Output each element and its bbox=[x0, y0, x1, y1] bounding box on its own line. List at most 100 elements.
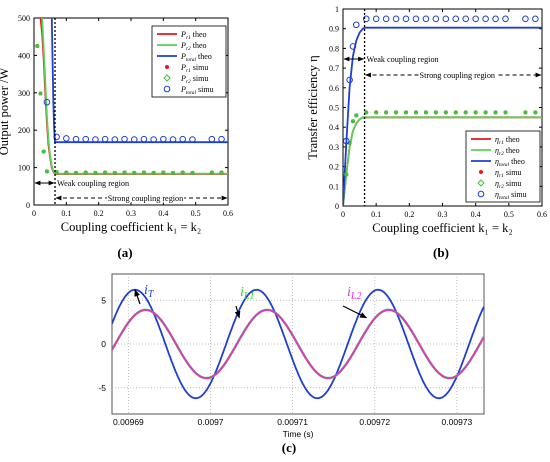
marker-circle bbox=[382, 15, 390, 23]
x-tick-label: 0.5 bbox=[191, 209, 201, 218]
marker-dot bbox=[374, 110, 379, 115]
legend-box bbox=[465, 130, 541, 203]
marker-dot bbox=[394, 110, 399, 115]
marker-dot bbox=[112, 170, 117, 175]
marker-circle bbox=[402, 15, 410, 23]
marker-circle bbox=[160, 135, 167, 143]
marker-dot bbox=[171, 170, 176, 175]
legend-entry-label: Ptotal simu bbox=[180, 85, 214, 96]
series-line bbox=[343, 26, 542, 206]
marker-circle bbox=[92, 136, 99, 143]
x-axis-label: Coupling coefficient k₁ = k₂ bbox=[372, 221, 513, 235]
panel-c-scope: 0.00969 0.0097 0.00971 0.00972 0.00973 -5 0 5 Ti… bbox=[98, 273, 485, 439]
y-tick-label: 5 bbox=[101, 295, 106, 305]
panel-a: 0 0.1 0.2 0.3 0.4 0.5 0.6 0 100 200 300 400 500 Coupl… bbox=[0, 14, 233, 234]
y-tick-label: 0.5 bbox=[329, 104, 339, 113]
current-label: iL2 bbox=[347, 285, 361, 302]
marker-dot bbox=[443, 110, 448, 115]
y-axis-label: Output power /W bbox=[0, 68, 11, 156]
y-tick-label: 0 bbox=[26, 201, 30, 210]
x-tick-label: 0.1 bbox=[371, 210, 381, 219]
marker-circle bbox=[111, 136, 119, 143]
marker-dot bbox=[433, 110, 438, 115]
y-tick-label: 300 bbox=[18, 89, 30, 98]
y-tick-label: 0.2 bbox=[329, 163, 339, 172]
y-tick-label: 0.4 bbox=[329, 123, 339, 132]
legend-circle-swatch bbox=[163, 85, 171, 93]
y-tick-label: 500 bbox=[18, 14, 30, 23]
marker-circle bbox=[130, 136, 138, 143]
y-tick-label: 0.1 bbox=[329, 182, 339, 191]
marker-circle bbox=[72, 135, 80, 143]
legend-entry-label: Ptotal theo bbox=[180, 52, 212, 63]
current-label: iL1 bbox=[240, 285, 254, 302]
marker-circle bbox=[346, 76, 353, 84]
marker-dot bbox=[35, 44, 40, 49]
marker-circle bbox=[121, 135, 128, 143]
legend-entry-label: Pr2 theo bbox=[180, 41, 207, 52]
x-tick-label: 0.3 bbox=[438, 210, 448, 219]
marker-circle bbox=[412, 15, 420, 23]
marker-dot bbox=[44, 169, 49, 174]
panel-label-b: (b) bbox=[433, 245, 449, 260]
legend-entry-label: ηr2 simu bbox=[495, 179, 521, 190]
y-tick-label: 0 bbox=[101, 339, 106, 349]
x-tick-label: 0.00971 bbox=[277, 417, 308, 427]
x-tick-label: 0 bbox=[32, 209, 36, 218]
marker-dot bbox=[141, 170, 146, 175]
marker-dot bbox=[180, 170, 185, 175]
waveform-i-l2 bbox=[112, 308, 484, 380]
marker-dot bbox=[493, 110, 498, 115]
marker-dot bbox=[350, 119, 355, 124]
marker-circle bbox=[492, 15, 499, 23]
marker-dot bbox=[354, 113, 359, 118]
marker-circle bbox=[140, 135, 148, 143]
y-tick-label: 0.3 bbox=[329, 143, 339, 152]
x-tick-label: 0.00973 bbox=[442, 417, 473, 427]
x-tick-label: 0.2 bbox=[94, 209, 104, 218]
x-tick-label: 0.6 bbox=[223, 209, 233, 218]
legend-circle-swatch bbox=[477, 190, 485, 198]
current-label: iT bbox=[144, 283, 155, 300]
marker-circle bbox=[189, 136, 196, 143]
legend-diamond-swatch bbox=[477, 179, 485, 187]
legend-entry-label: ηr1 theo bbox=[495, 135, 520, 146]
y-tick-label: 0.9 bbox=[329, 25, 339, 34]
legend-entry-label: Pr1 simu bbox=[180, 63, 208, 74]
strong-region-label: Strong coupling region bbox=[420, 71, 496, 80]
marker-circle bbox=[352, 21, 360, 29]
panel-label-c: (c) bbox=[282, 440, 296, 455]
x-tick-label: 0 bbox=[341, 210, 345, 219]
marker-dot bbox=[41, 149, 46, 154]
current-label-pointer bbox=[234, 305, 241, 319]
y-tick-label: -5 bbox=[98, 383, 106, 393]
marker-dot bbox=[423, 110, 428, 115]
legend-entry-label: ηtotal simu bbox=[495, 190, 527, 201]
marker-circle bbox=[482, 15, 489, 23]
marker-dot bbox=[93, 170, 98, 175]
y-tick-label: 0.7 bbox=[329, 64, 339, 73]
marker-dot bbox=[344, 172, 349, 177]
legend-box bbox=[151, 25, 227, 98]
marker-circle bbox=[522, 15, 529, 23]
marker-circle bbox=[150, 136, 157, 143]
marker-circle bbox=[452, 15, 460, 23]
x-tick-label: 0.0097 bbox=[198, 417, 224, 427]
series-line bbox=[50, 18, 228, 144]
panel-label-a: (a) bbox=[117, 245, 132, 260]
marker-dot bbox=[219, 170, 224, 175]
marker-dot bbox=[161, 170, 166, 175]
x-tick-label: 0.00969 bbox=[113, 417, 144, 427]
legend-dot-swatch bbox=[479, 170, 483, 174]
x-tick-label: 0.4 bbox=[158, 209, 168, 218]
marker-dot bbox=[533, 110, 538, 115]
marker-circle bbox=[43, 98, 51, 106]
marker-dot bbox=[38, 91, 43, 96]
marker-dot bbox=[151, 170, 156, 175]
x-tick-label: 0.2 bbox=[404, 210, 414, 219]
marker-circle bbox=[218, 135, 225, 143]
marker-circle bbox=[343, 137, 350, 145]
x-tick-label: 0.1 bbox=[61, 209, 71, 218]
